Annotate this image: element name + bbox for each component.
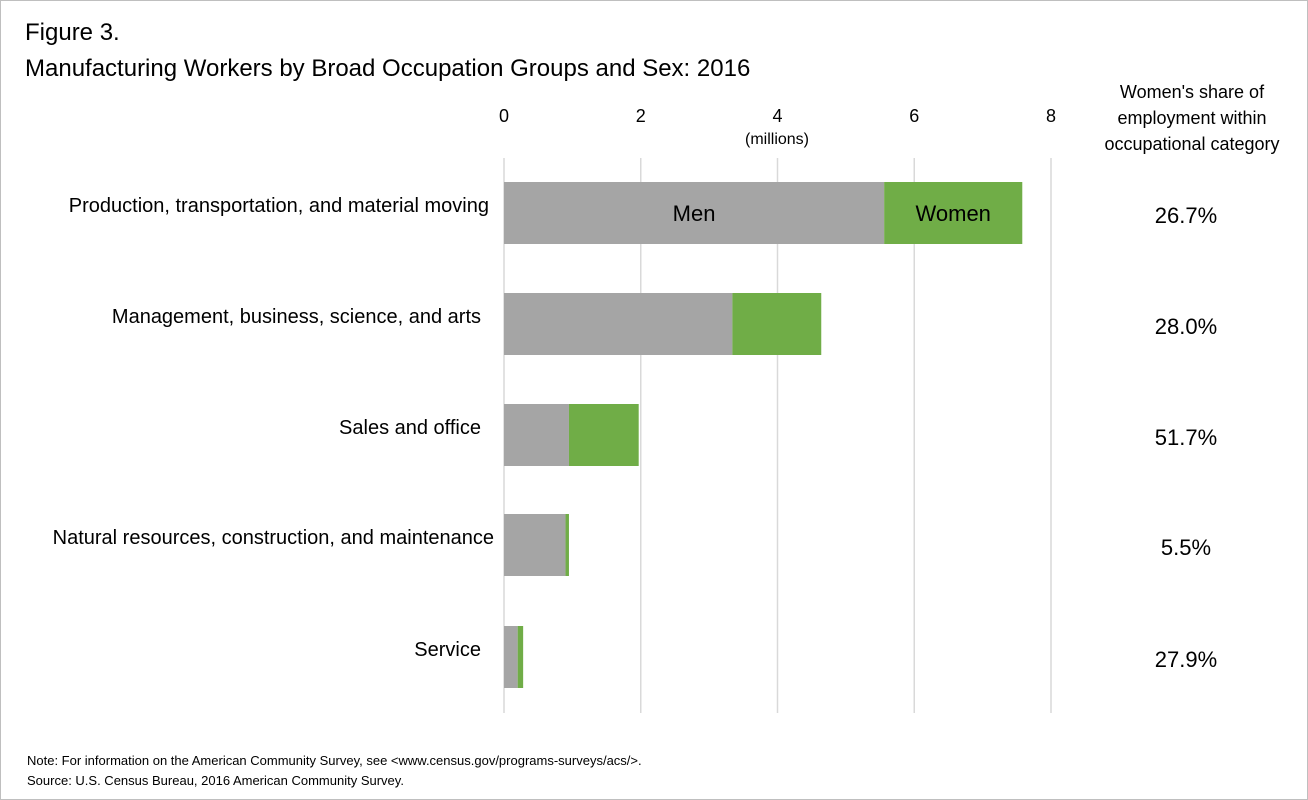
bar-women-4 [517, 626, 524, 688]
category-label-0: Production, transportation, and material… [69, 195, 489, 217]
share-header-line-3: occupational category [1104, 134, 1280, 154]
tick-labels: 0 2 4 6 8 [499, 106, 1056, 126]
bar-men-3 [504, 514, 566, 576]
tick-label-6: 6 [909, 106, 919, 126]
tick-label-2: 2 [636, 106, 646, 126]
category-label-1: Management, business, science, and arts [112, 306, 481, 328]
source-text: Source: U.S. Census Bureau, 2016 America… [27, 773, 404, 788]
bars: Men Women [1, 182, 1056, 696]
bar-women-0 [884, 182, 1023, 244]
share-header-line-2: employment within [1117, 108, 1267, 128]
category-label-4: Service [414, 639, 481, 661]
axis-unit-label: (millions) [745, 131, 809, 148]
series-label-men: Men [673, 201, 716, 226]
womens-share-4: 27.9% [1155, 647, 1217, 672]
tick-label-4: 4 [772, 106, 782, 126]
bar-men-2 [504, 404, 569, 466]
bar-women-3 [565, 514, 569, 576]
womens-share-3: 5.5% [1161, 535, 1211, 560]
tick-label-8: 8 [1046, 106, 1056, 126]
bar-men-4 [504, 626, 518, 688]
tick-label-0: 0 [499, 106, 509, 126]
gridlines [503, 158, 1052, 713]
category-label-3: Natural resources, construction, and mai… [53, 527, 494, 549]
category-labels: Production, transportation, and material… [53, 195, 494, 661]
bar-women-2 [568, 404, 639, 466]
share-labels: 26.7% 28.0% 51.7% 5.5% 27.9% [1155, 203, 1217, 672]
womens-share-2: 51.7% [1155, 425, 1217, 450]
share-column-header: Women's share of employment within occup… [1081, 79, 1303, 157]
womens-share-0: 26.7% [1155, 203, 1217, 228]
womens-share-1: 28.0% [1155, 314, 1217, 339]
footnotes: Note: For information on the American Co… [27, 751, 642, 791]
category-label-2: Sales and office [339, 417, 481, 439]
row-band [1, 618, 1056, 696]
figure-label: Figure 3. [25, 19, 120, 46]
bar-men-0 [504, 182, 885, 244]
share-header-line-1: Women's share of [1119, 82, 1265, 102]
bar-men-1 [504, 293, 733, 355]
bar-women-1 [732, 293, 822, 355]
series-label-women: Women [916, 201, 991, 226]
chart-title: Manufacturing Workers by Broad Occupatio… [25, 55, 751, 82]
note-text: Note: For information on the American Co… [27, 753, 642, 768]
